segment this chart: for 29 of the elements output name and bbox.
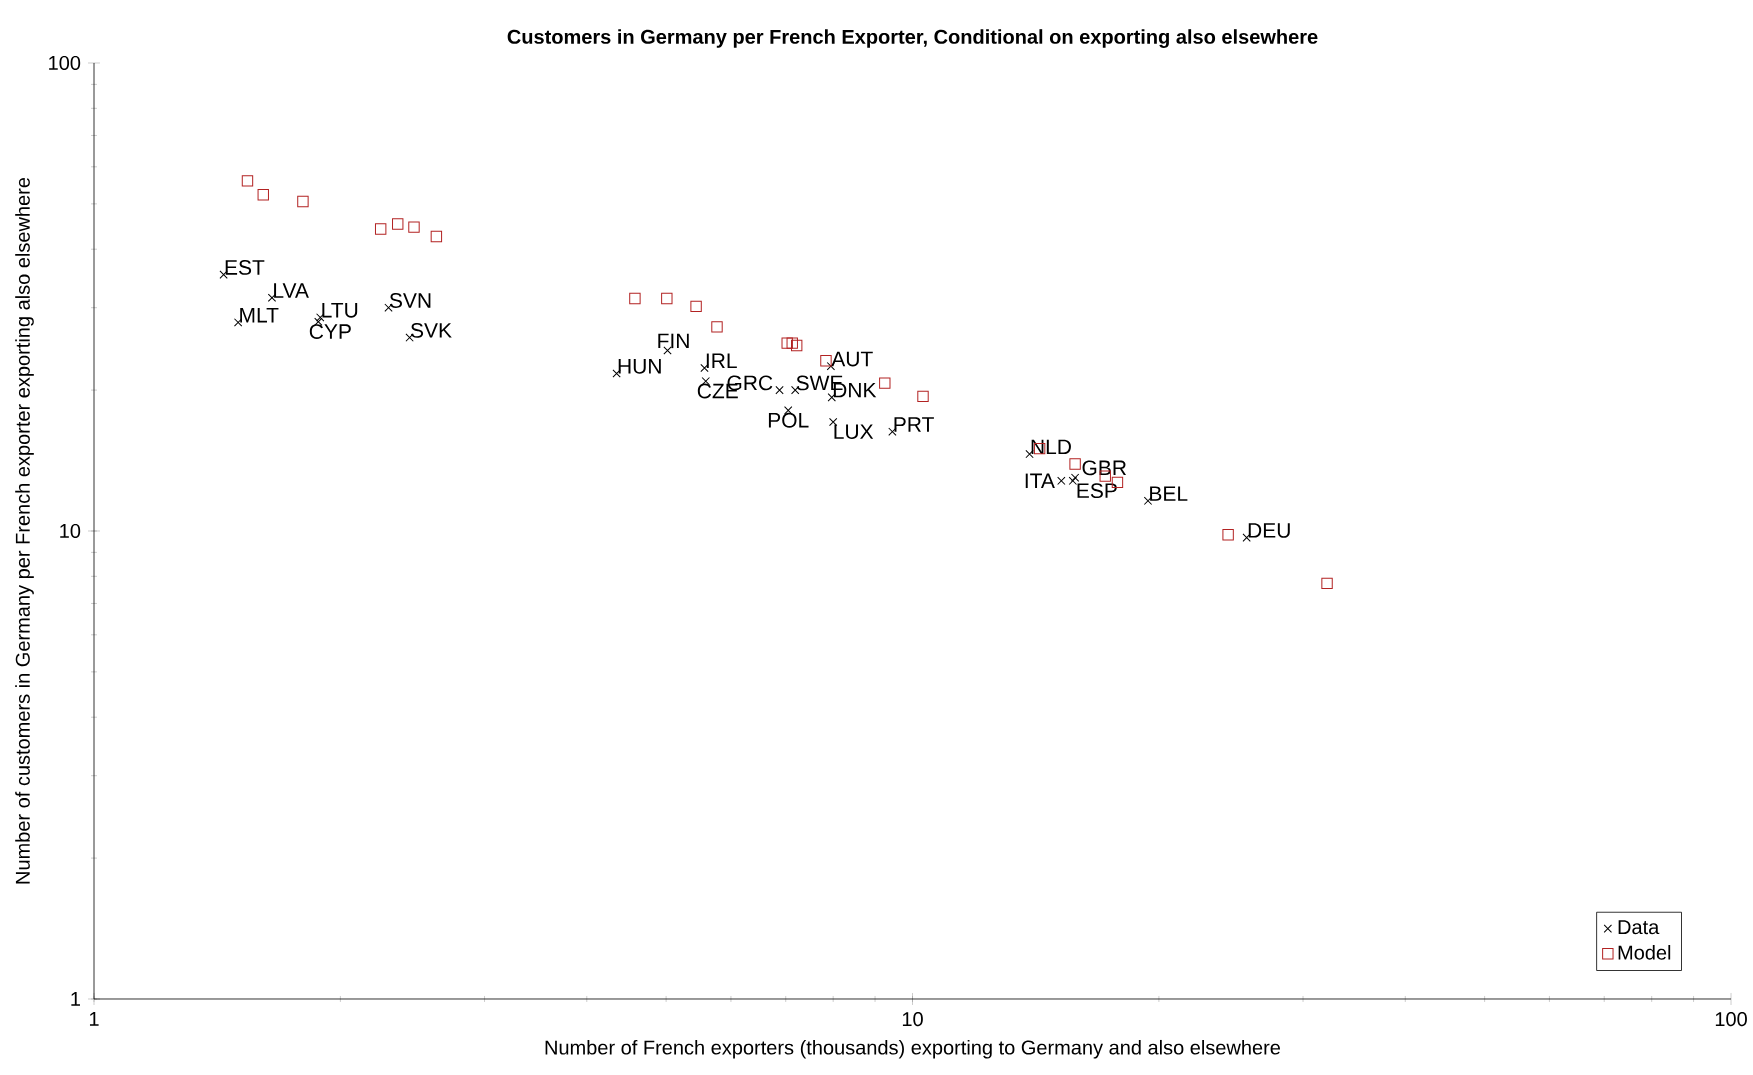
annotation: MLT — [240, 308, 279, 323]
x-tick-label: 1 — [89, 1012, 99, 1026]
x-tick-label: 10 — [902, 1012, 923, 1027]
annotation: GBR — [1082, 460, 1127, 476]
annotation: LTU — [322, 302, 358, 318]
chart-title: Customers in Germany per French Exporter, Conditional on exporting also elsewhere — [507, 29, 1318, 48]
annotation: CYP — [309, 324, 351, 339]
annotation: BEL — [1150, 486, 1188, 501]
annotation: POL — [768, 412, 809, 428]
annotation: SVK — [410, 322, 452, 338]
legend-label: Data — [1618, 920, 1660, 935]
y-axis-title: Number of customers in Germany per French exporter exporting also elsewhere — [15, 177, 34, 884]
x-axis-title: Number of French exporters (thousands) exporting to Germany and also elsewhere — [545, 1039, 1281, 1059]
y-tick-label: 10 — [60, 523, 81, 539]
annotation: HUN — [618, 359, 661, 374]
annotation: PRT — [894, 417, 934, 432]
annotation: DEU — [1248, 523, 1290, 538]
x-tick-label: 100 — [1715, 1012, 1747, 1027]
y-tick-label: 1 — [71, 992, 80, 1006]
annotation: LVA — [274, 283, 309, 298]
annotation: LUX — [834, 424, 874, 440]
annotation: EST — [225, 259, 265, 275]
annotation: IRL — [706, 353, 737, 368]
annotation: ITA — [1025, 473, 1055, 489]
legend-label: Model — [1618, 945, 1671, 960]
annotation: FIN — [658, 333, 689, 349]
annotation: SVN — [389, 293, 431, 308]
y-tick-label: 100 — [49, 55, 81, 71]
annotation: ESP — [1077, 483, 1117, 499]
